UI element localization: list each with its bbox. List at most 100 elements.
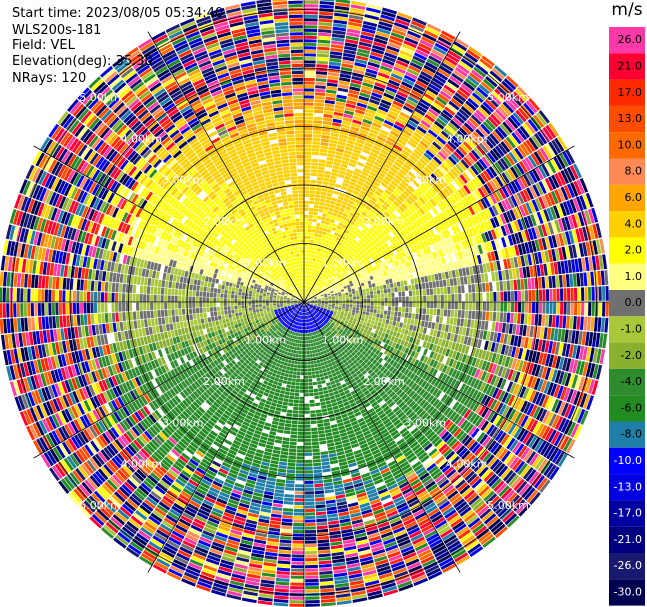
range-gate — [330, 276, 334, 280]
range-gate — [349, 158, 358, 165]
range-gate — [524, 242, 530, 254]
range-gate — [410, 331, 416, 338]
range-gate — [304, 288, 306, 292]
range-gate — [423, 213, 430, 222]
range-gate — [558, 342, 564, 356]
range-gate — [519, 143, 530, 156]
range-gate — [334, 308, 338, 311]
range-gate — [424, 221, 431, 230]
range-gate — [401, 244, 407, 251]
range-gate — [482, 383, 490, 394]
range-gate — [318, 159, 326, 164]
range-gate — [327, 72, 340, 77]
range-gate — [446, 103, 458, 114]
range-gate — [330, 47, 343, 53]
range-gate — [421, 223, 428, 232]
range-gate — [372, 145, 382, 152]
range-gate — [362, 292, 367, 296]
range-gate — [433, 288, 437, 295]
range-gate — [315, 277, 318, 281]
range-gate — [426, 308, 430, 315]
range-gate — [384, 188, 392, 196]
range-gate — [414, 219, 421, 227]
range-gate — [493, 376, 501, 387]
range-gate — [525, 266, 531, 278]
range-gate — [338, 265, 343, 269]
range-gate — [377, 72, 390, 79]
range-gate — [359, 155, 368, 161]
range-gate — [412, 229, 419, 237]
range-gate — [320, 451, 329, 456]
range-gate — [312, 261, 315, 265]
range-gate — [453, 277, 458, 286]
range-gate — [321, 408, 328, 413]
range-gate — [332, 122, 342, 127]
range-gate — [437, 68, 450, 78]
range-gate — [490, 374, 497, 386]
range-gate — [530, 313, 535, 326]
range-gate — [451, 302, 455, 310]
range-gate — [321, 303, 325, 306]
range-gate — [546, 207, 554, 221]
range-gate — [375, 263, 381, 269]
range-gate — [376, 334, 381, 340]
range-gate — [483, 183, 492, 195]
range-gate — [534, 226, 541, 239]
range-gate — [471, 284, 476, 293]
range-gate — [344, 320, 349, 324]
range-gate — [396, 171, 405, 179]
range-gate — [353, 222, 360, 228]
range-gate — [461, 344, 467, 354]
range-gate — [418, 256, 424, 264]
range-gate — [392, 25, 408, 33]
range-gate — [424, 262, 429, 269]
range-gate — [575, 243, 581, 258]
range-gate — [310, 298, 314, 301]
range-gate — [595, 239, 602, 255]
range-gate — [514, 244, 520, 256]
range-gate — [345, 143, 355, 149]
range-gate — [404, 102, 416, 111]
range-gate — [315, 273, 318, 277]
range-gate — [381, 297, 385, 302]
range-gate — [323, 114, 333, 119]
range-gate — [306, 274, 309, 278]
range-gate — [495, 389, 503, 400]
range-gate — [437, 257, 443, 266]
range-gate — [355, 263, 360, 268]
range-gate — [351, 252, 356, 258]
range-gate — [527, 313, 532, 325]
range-gate — [365, 161, 374, 168]
range-gate — [304, 501, 315, 506]
range-gate — [370, 294, 374, 299]
range-gate — [369, 252, 375, 258]
range-gate — [314, 258, 318, 262]
range-gate — [417, 332, 423, 340]
range-gate — [317, 233, 322, 238]
range-gate — [340, 127, 350, 133]
range-gate — [317, 426, 325, 431]
range-gate — [477, 61, 491, 73]
range-gate — [413, 278, 418, 284]
range-gate — [308, 294, 312, 298]
range-gate — [393, 66, 406, 74]
range-gate — [561, 357, 568, 371]
range-gate — [311, 291, 314, 295]
range-gate — [484, 321, 489, 331]
range-gate — [479, 381, 487, 392]
range-gate — [328, 314, 332, 318]
range-gate — [371, 270, 376, 276]
range-gate — [304, 480, 314, 484]
range-gate — [327, 446, 336, 451]
range-gate — [304, 28, 318, 33]
range-gate — [460, 106, 472, 117]
range-gate — [558, 371, 565, 385]
range-gate — [345, 172, 353, 178]
range-gate — [318, 563, 332, 568]
range-gate — [354, 211, 361, 217]
range-gate — [448, 195, 457, 204]
range-gate — [352, 190, 360, 196]
range-gate — [480, 222, 487, 233]
range-gate — [366, 268, 371, 274]
range-gate — [486, 181, 495, 193]
